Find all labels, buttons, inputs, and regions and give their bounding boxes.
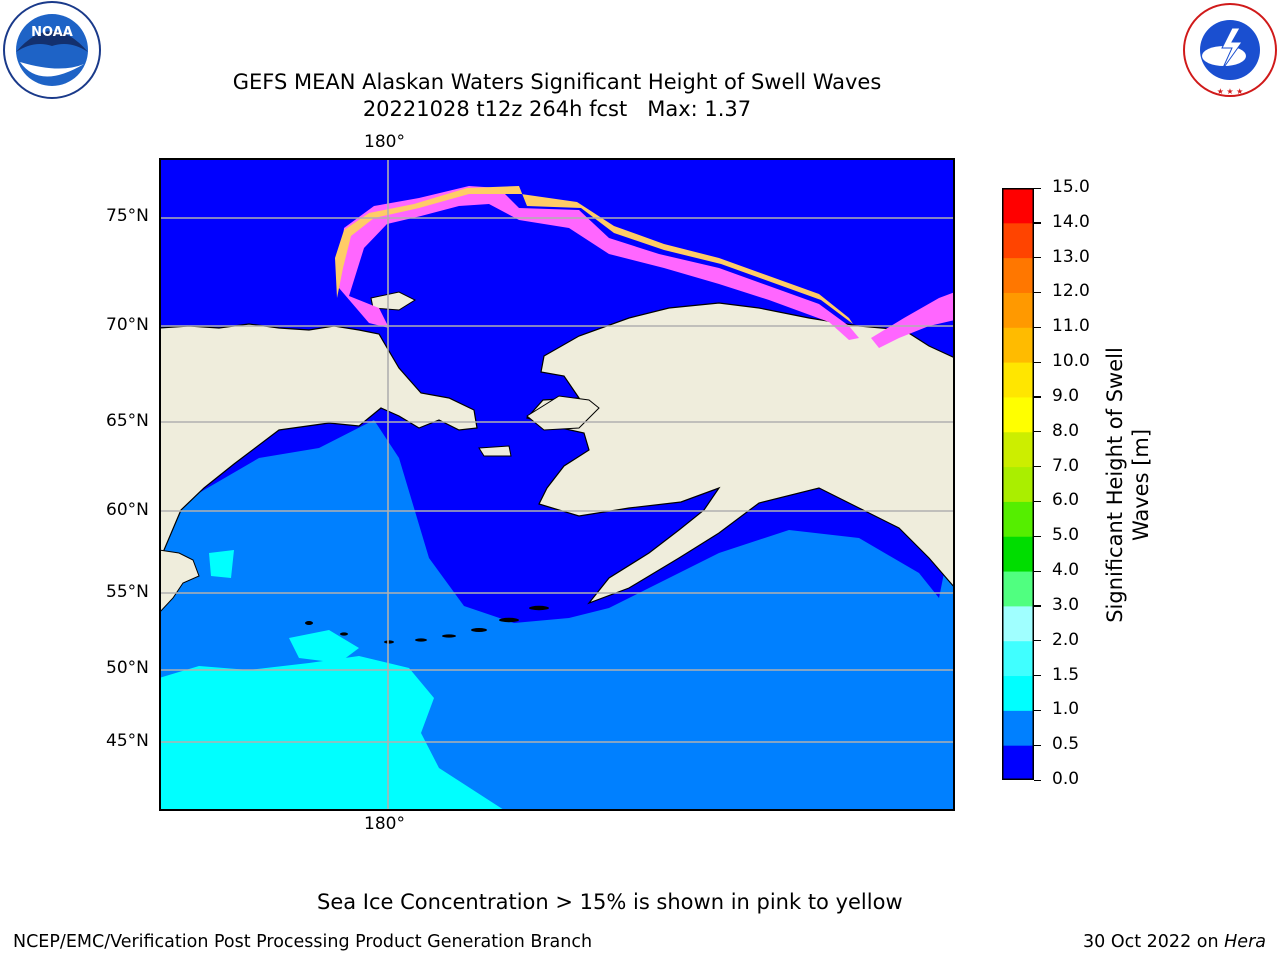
colorbar-tick <box>1034 675 1041 677</box>
colorbar <box>1002 188 1034 781</box>
colorbar-tick-label: 11.0 <box>1052 316 1090 337</box>
colorbar-tick-label: 8.0 <box>1052 420 1080 441</box>
ocean-1.0-1.5-patch <box>209 550 234 578</box>
colorbar-tick-label: 3.0 <box>1052 594 1080 615</box>
colorbar-tick <box>1034 326 1041 328</box>
sea-ice-east <box>871 292 955 348</box>
colorbar-segment <box>1002 466 1034 502</box>
noaa-logo-text: NOAA <box>31 25 73 40</box>
colorbar-tick-label: 0.5 <box>1052 734 1080 755</box>
colorbar-segment <box>1002 605 1034 642</box>
colorbar-tick <box>1034 500 1041 503</box>
colorbar-segment <box>1002 257 1034 293</box>
svg-text:★ ★ ★: ★ ★ ★ <box>1217 87 1244 96</box>
colorbar-tick-label: 0.0 <box>1052 769 1080 789</box>
aleutian-islands <box>305 605 549 644</box>
ocean-1.0-1.5-region <box>159 656 504 811</box>
colorbar-tick <box>1034 709 1041 712</box>
colorbar-tick-label: 2.0 <box>1052 629 1080 650</box>
lat-label-55: 55°N <box>106 582 149 602</box>
colorbar-segment <box>1002 222 1034 259</box>
colorbar-segment <box>1002 292 1034 328</box>
colorbar-tick <box>1034 222 1041 224</box>
lon-label-bottom: 180° <box>364 814 405 834</box>
colorbar-svg <box>1002 188 1034 781</box>
colorbar-title-line2: Waves [m] <box>1129 428 1153 542</box>
colorbar-segment <box>1002 501 1034 537</box>
colorbar-segment <box>1002 640 1034 677</box>
lat-label-60: 60°N <box>106 500 149 520</box>
colorbar-tick <box>1034 291 1041 294</box>
colorbar-segment <box>1002 536 1034 572</box>
colorbar-tick-label: 4.0 <box>1052 560 1080 581</box>
colorbar-segment <box>1002 327 1034 363</box>
colorbar-tick <box>1034 605 1041 607</box>
plot-subtitle: 20221028 t12z 264h fcst Max: 1.37 <box>362 97 752 121</box>
colorbar-tick-label: 12.0 <box>1052 281 1090 302</box>
issue-date: 30 Oct 2022 on Hera <box>1083 932 1266 952</box>
colorbar-tick-label: 1.0 <box>1052 699 1080 720</box>
colorbar-tick <box>1034 466 1041 468</box>
plot-title: GEFS MEAN Alaskan Waters Significant Hei… <box>232 70 882 94</box>
colorbar-tick <box>1034 396 1041 398</box>
graticule <box>159 158 955 811</box>
colorbar-segment <box>1002 362 1034 398</box>
colorbar-segment <box>1002 710 1034 746</box>
colorbar-tick-label: 10.0 <box>1052 351 1090 372</box>
colorbar-segment <box>1002 188 1034 224</box>
land-kamchatka <box>158 549 200 615</box>
colorbar-tick <box>1034 640 1041 642</box>
colorbar-tick-label: 7.0 <box>1052 455 1080 476</box>
land-st-lawrence-island <box>478 445 512 457</box>
colorbar-segment <box>1002 571 1034 607</box>
lat-label-75: 75°N <box>106 206 149 226</box>
colorbar-tick <box>1034 361 1041 363</box>
colorbar-segment <box>1002 431 1034 468</box>
colorbar-tick <box>1034 535 1041 537</box>
colorbar-tick-label: 1.5 <box>1052 664 1080 685</box>
lat-label-70: 70°N <box>106 315 149 335</box>
colorbar-tick <box>1034 187 1041 189</box>
lat-label-65: 65°N <box>106 411 149 431</box>
noaa-logo: NOAA <box>0 0 104 100</box>
colorbar-tick <box>1034 570 1041 572</box>
sea-ice-band-outer <box>335 186 853 324</box>
colorbar-tick-label: 13.0 <box>1052 246 1090 267</box>
nws-logo: ★ ★ ★ <box>1178 0 1280 100</box>
colorbar-segment <box>1002 396 1034 433</box>
colorbar-tick-label: 15.0 <box>1052 177 1090 197</box>
lat-label-45: 45°N <box>106 731 149 751</box>
colorbar-segment <box>1002 745 1034 781</box>
colorbar-tick <box>1034 257 1041 259</box>
land-siberia <box>158 323 478 599</box>
branch-credit: NCEP/EMC/Verification Post Processing Pr… <box>13 932 593 952</box>
colorbar-tick <box>1034 431 1041 433</box>
colorbar-title: Significant Height of Swell Waves [m] <box>1102 347 1154 623</box>
colorbar-segment <box>1002 675 1034 711</box>
issue-date-text: 30 Oct 2022 on <box>1083 932 1225 952</box>
lon-label-top: 180° <box>364 132 405 152</box>
machine-name: Hera <box>1224 932 1266 952</box>
ocean-1.0-1.5-patch <box>289 630 359 663</box>
map-panel <box>158 158 956 811</box>
colorbar-title-line1: Significant Height of Swell <box>1103 347 1127 623</box>
colorbar-tick <box>1034 779 1041 781</box>
lat-label-50: 50°N <box>106 658 149 678</box>
map-svg <box>158 158 956 811</box>
colorbar-tick-label: 6.0 <box>1052 490 1080 511</box>
colorbar-tick <box>1034 744 1041 746</box>
sea-ice-note: Sea Ice Concentration > 15% is shown in … <box>317 890 903 914</box>
colorbar-tick-label: 5.0 <box>1052 525 1080 546</box>
colorbar-tick-label: 14.0 <box>1052 211 1090 232</box>
colorbar-tick-label: 9.0 <box>1052 385 1080 406</box>
